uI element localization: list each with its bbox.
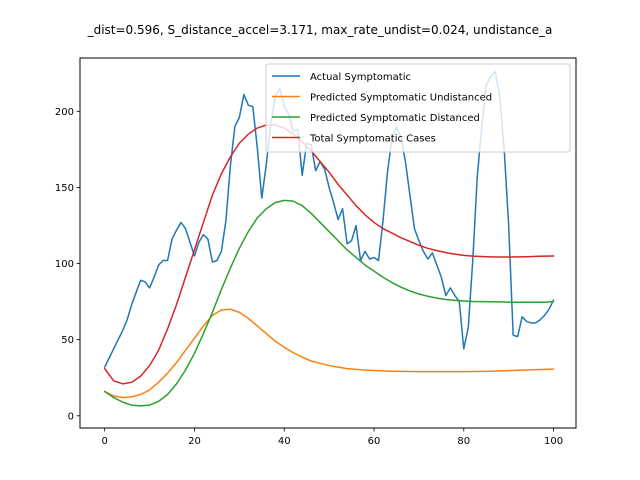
x-tick-label-20: 20 [188, 436, 201, 447]
y-axis: 0 50 100 150 200 [55, 107, 80, 422]
legend-label-total-symptomatic-cases: Total Symptomatic Cases [309, 134, 436, 145]
y-tick-label-100: 100 [55, 259, 74, 270]
x-tick-label-40: 40 [278, 436, 291, 447]
y-tick-label-150: 150 [55, 183, 74, 194]
x-axis: 0 20 40 60 80 100 [102, 428, 563, 447]
series-line-predicted-symptomatic-distanced [103, 199, 555, 407]
x-tick-label-100: 100 [544, 436, 563, 447]
series-layer [103, 70, 555, 407]
plot-frame [79, 57, 577, 429]
series-line-actual-symptomatic [103, 70, 555, 368]
y-tick-label-50: 50 [61, 335, 74, 346]
chart-title: _dist=0.596, S_distance_accel=3.171, max… [87, 23, 553, 37]
legend: Actual Symptomatic Predicted Symptomatic … [265, 63, 571, 153]
y-tick-label-0: 0 [68, 411, 74, 422]
legend-label-actual-symptomatic: Actual Symptomatic [310, 72, 411, 83]
legend-box [265, 63, 571, 153]
x-tick-label-0: 0 [102, 436, 108, 447]
x-tick-label-80: 80 [457, 436, 470, 447]
series-line-predicted-symptomatic-undistanced [103, 308, 555, 399]
legend-label-predicted-symptomatic-distanced: Predicted Symptomatic Distanced [310, 113, 480, 124]
legend-label-predicted-symptomatic-undistanced: Predicted Symptomatic Undistanced [310, 93, 492, 104]
series-line-total-symptomatic-cases [103, 124, 555, 385]
y-tick-label-200: 200 [55, 107, 74, 118]
x-tick-label-60: 60 [368, 436, 381, 447]
